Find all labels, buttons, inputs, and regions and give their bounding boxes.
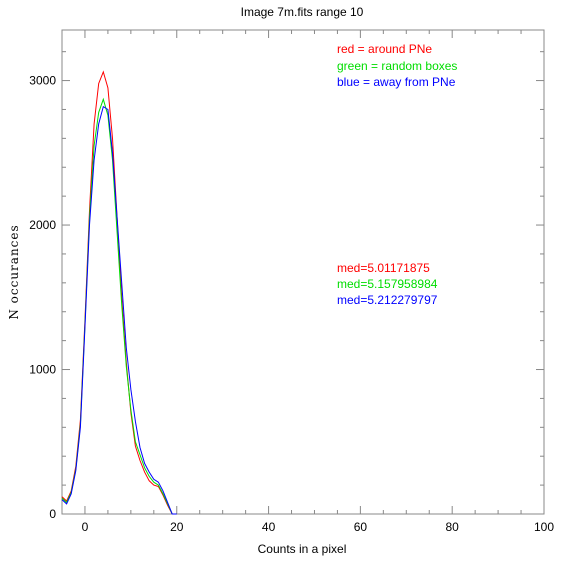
y-axis-label: N occurances bbox=[7, 224, 21, 319]
median-blue: med=5.212279797 bbox=[337, 293, 438, 307]
median-red: med=5.01171875 bbox=[337, 261, 430, 275]
axis-ticks bbox=[61, 30, 545, 515]
series-line-blue bbox=[61, 105, 177, 515]
y-tick-label: 0 bbox=[49, 507, 56, 521]
plot-frame bbox=[61, 29, 545, 515]
series-group bbox=[61, 70, 177, 515]
legend: red = around PNe green = random boxes bl… bbox=[337, 42, 457, 89]
chart-title: Image 7m.fits range 10 bbox=[241, 5, 364, 19]
x-tick-label: 40 bbox=[262, 520, 276, 534]
median-annotations: med=5.01171875 med=5.157958984 med=5.212… bbox=[337, 261, 438, 307]
x-tick-label: 80 bbox=[446, 520, 460, 534]
x-tick-label: 20 bbox=[170, 520, 184, 534]
y-tick-label: 1000 bbox=[29, 363, 56, 377]
legend-entry-red: red = around PNe bbox=[337, 42, 432, 56]
x-tick-label: 0 bbox=[82, 520, 89, 534]
x-tick-label: 60 bbox=[354, 520, 368, 534]
legend-entry-green: green = random boxes bbox=[337, 59, 457, 73]
x-tick-label: 100 bbox=[534, 520, 554, 534]
series-line-green bbox=[61, 97, 177, 515]
y-tick-label: 3000 bbox=[29, 74, 56, 88]
legend-entry-blue: blue = away from PNe bbox=[337, 75, 456, 89]
series-line-red bbox=[61, 70, 177, 515]
y-tick-label: 2000 bbox=[29, 218, 56, 232]
median-green: med=5.157958984 bbox=[337, 277, 438, 291]
x-axis-label: Counts in a pixel bbox=[258, 542, 347, 556]
